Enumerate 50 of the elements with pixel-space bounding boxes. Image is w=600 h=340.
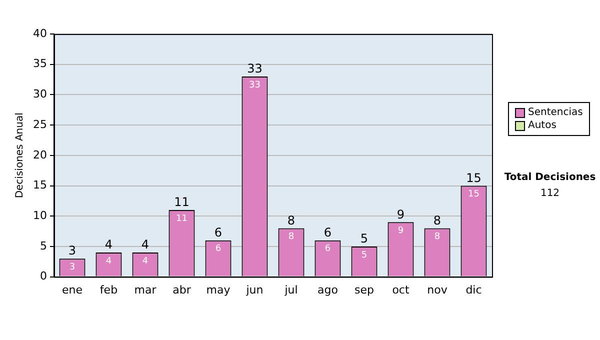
y-tick-label: 15 xyxy=(32,178,47,192)
x-tick-label: jul xyxy=(284,283,298,296)
data-label: 8 xyxy=(288,232,294,242)
data-label: 15 xyxy=(468,190,480,200)
y-tick-label: 40 xyxy=(32,26,47,40)
data-label: 6 xyxy=(324,244,331,254)
annotation: 3 xyxy=(68,244,76,258)
x-tick-label: ene xyxy=(62,283,83,296)
data-label: 33 xyxy=(249,80,260,90)
x-tick-label: abr xyxy=(172,283,192,296)
annotation: 6 xyxy=(324,226,332,240)
annotation: 6 xyxy=(214,226,222,240)
x-tick-label: nov xyxy=(427,283,448,296)
annotation: 5 xyxy=(360,232,368,246)
y-tick-label: 20 xyxy=(32,148,47,162)
y-tick-label: 5 xyxy=(40,239,47,252)
data-label: 8 xyxy=(434,232,440,242)
y-axis-title: Decisiones Anual xyxy=(14,112,26,198)
data-label: 4 xyxy=(142,256,148,266)
y-tick-label: 0 xyxy=(40,270,47,283)
y-tick-label: 10 xyxy=(32,208,47,222)
data-label: 6 xyxy=(215,244,222,254)
annotation: 8 xyxy=(433,213,442,228)
x-tick-label: may xyxy=(206,283,231,296)
data-label: 5 xyxy=(361,250,368,260)
text: 112 xyxy=(539,188,561,199)
x-tick-label: jun xyxy=(245,283,264,296)
legend-label: Sentencias xyxy=(527,106,583,119)
annotation: 8 xyxy=(287,213,296,228)
x-tick-label: oct xyxy=(392,283,410,296)
x-tick-label: sep xyxy=(354,283,374,296)
x-tick-label: feb xyxy=(100,283,118,296)
x-tick-label: dic xyxy=(466,283,482,296)
text: Total Decisiones xyxy=(503,172,597,183)
annotation: 9 xyxy=(396,207,405,222)
x-tick-label: mar xyxy=(134,283,157,296)
y-tick-label: 35 xyxy=(32,57,47,70)
annotation: 15 xyxy=(466,170,482,185)
annotation: 33 xyxy=(247,62,262,76)
y-tick-label: 30 xyxy=(32,88,47,101)
data-label: 11 xyxy=(176,214,188,224)
x-tick-label: ago xyxy=(318,283,338,296)
data-label: 4 xyxy=(106,256,112,266)
annotation: 4 xyxy=(141,238,150,252)
annotation: 4 xyxy=(104,238,113,252)
data-label: 3 xyxy=(69,262,76,272)
legend-label: Autos xyxy=(527,119,558,132)
annotation: 11 xyxy=(174,195,190,210)
data-label: 9 xyxy=(398,226,404,236)
y-tick-label: 25 xyxy=(32,118,47,131)
